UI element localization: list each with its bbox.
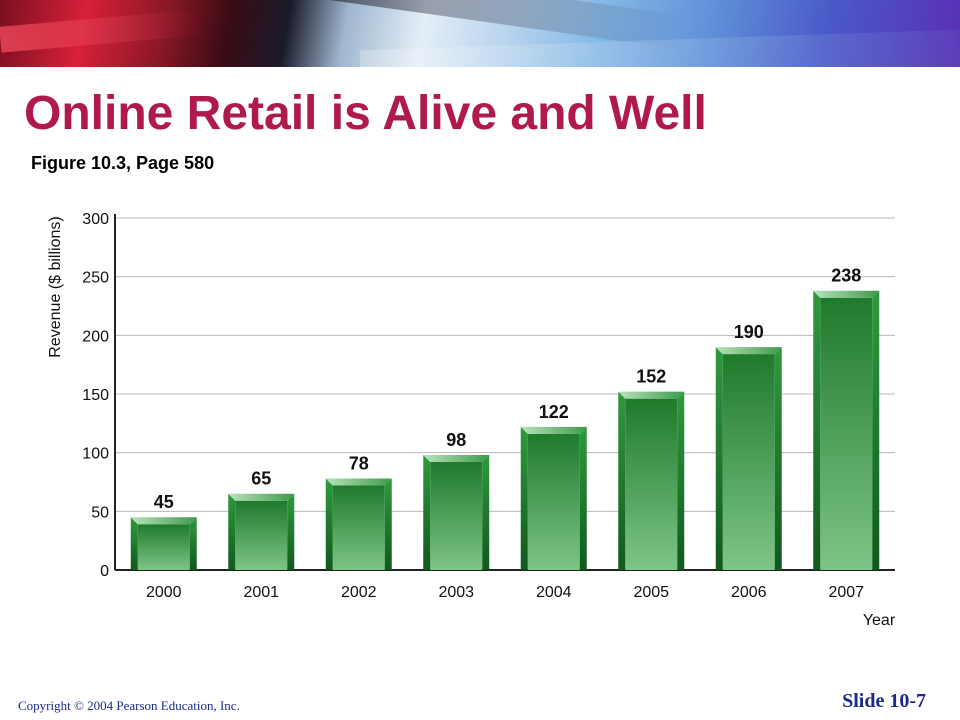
bar: [423, 455, 490, 570]
bar-left-bevel: [228, 493, 236, 570]
x-tick-label: 2000: [146, 584, 182, 601]
bar-left-bevel: [325, 478, 333, 570]
bar-left-bevel: [130, 517, 138, 570]
bar-right-bevel: [579, 426, 587, 570]
y-tick-label: 0: [100, 563, 109, 580]
slide-number: Slide 10-7: [842, 690, 926, 712]
bar-front: [527, 433, 580, 570]
bar-top-bevel: [813, 290, 880, 298]
bar-value-label: 152: [636, 367, 666, 387]
bar-right-bevel: [384, 478, 392, 570]
bar-top-bevel: [228, 493, 295, 501]
x-tick-label: 2007: [828, 584, 864, 601]
x-tick-label: 2001: [243, 584, 279, 601]
bar: [520, 426, 587, 570]
bar-right-bevel: [482, 455, 490, 570]
bar: [130, 517, 197, 570]
bar-value-label: 45: [154, 492, 174, 512]
bar-right-bevel: [677, 391, 685, 570]
y-tick-label: 100: [82, 446, 109, 463]
bar-front: [430, 462, 483, 570]
y-tick-label: 300: [82, 211, 109, 228]
bar-left-bevel: [813, 290, 821, 570]
bar-left-bevel: [520, 426, 528, 570]
bar-front: [820, 297, 873, 570]
bar-top-bevel: [423, 455, 490, 463]
bar-front: [625, 398, 678, 570]
bar-right-bevel: [287, 493, 295, 570]
x-tick-label: 2006: [731, 584, 767, 601]
bar-value-label: 190: [734, 322, 764, 342]
slide-title: Online Retail is Alive and Well: [24, 87, 707, 140]
bar-left-bevel: [618, 391, 626, 570]
bar-top-bevel: [520, 426, 587, 434]
bar-top-bevel: [715, 347, 782, 355]
copyright-notice: Copyright © 2004 Pearson Education, Inc.: [18, 698, 240, 713]
bar: [618, 391, 685, 570]
bar-front: [235, 500, 288, 570]
bar-top-bevel: [618, 391, 685, 399]
bar-value-label: 98: [446, 430, 466, 450]
bar-left-bevel: [423, 455, 431, 570]
bar-front: [332, 485, 385, 570]
bar-front: [722, 354, 775, 570]
bar: [228, 493, 295, 570]
x-tick-label: 2005: [633, 584, 669, 601]
y-tick-label: 150: [82, 387, 109, 404]
x-axis-title: Year: [863, 612, 896, 629]
bar-top-bevel: [130, 517, 197, 525]
bar-value-label: 78: [349, 453, 369, 473]
y-tick-label: 200: [82, 328, 109, 345]
bar-right-bevel: [872, 290, 880, 570]
x-tick-label: 2002: [341, 584, 377, 601]
bar-value-label: 122: [539, 402, 569, 422]
bar: [325, 478, 392, 570]
x-tick-label: 2003: [438, 584, 474, 601]
header-banner: [0, 0, 960, 67]
y-axis-title: Revenue ($ billions): [47, 216, 64, 357]
bar-right-bevel: [189, 517, 197, 570]
bar-right-bevel: [774, 347, 782, 570]
bar: [813, 290, 880, 570]
bar-left-bevel: [715, 347, 723, 570]
bar-value-label: 238: [831, 266, 861, 286]
bar: [715, 347, 782, 570]
bar-front: [137, 524, 190, 570]
y-tick-label: 250: [82, 270, 109, 287]
x-tick-label: 2004: [536, 584, 572, 601]
bar-value-label: 65: [251, 469, 271, 489]
bar-top-bevel: [325, 478, 392, 486]
slide-subtitle: Figure 10.3, Page 580: [31, 153, 215, 173]
y-tick-label: 50: [91, 504, 109, 521]
